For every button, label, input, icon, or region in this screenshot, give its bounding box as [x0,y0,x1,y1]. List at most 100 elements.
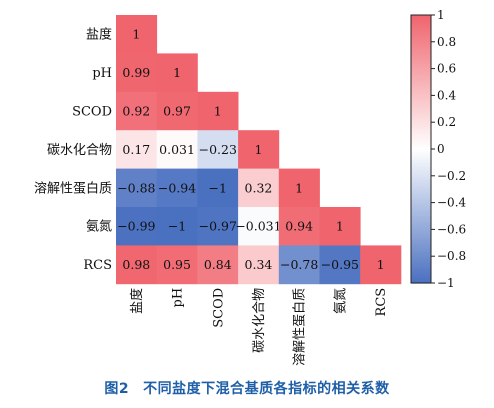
heatmap-cell [156,130,198,169]
colorbar-segment [411,95,431,99]
colorbar-segment [411,267,431,271]
colorbar-segment [411,93,431,96]
colorbar-segment [411,23,431,27]
row-label: 溶解性蛋白质 [34,180,112,196]
column-label: 溶解性蛋白质 [292,288,308,366]
column-label: RCS [374,288,389,317]
colorbar-segment [411,122,431,126]
heatmap-cell [238,130,280,169]
heatmap-cell [156,168,198,208]
colorbar-segment [411,166,431,170]
heatmap-cell [116,53,158,93]
heatmap-cell [116,245,158,285]
colorbar-segment [411,173,431,177]
cell-value-label: 0.92 [122,104,150,119]
colorbar-segment [411,260,431,264]
heatmap-cell [116,15,158,54]
heatmap-cell [319,207,361,246]
column-label: 氨氮 [333,288,348,314]
cell-value-label: 1 [377,257,385,272]
colorbar-segment [411,209,431,213]
cell-value-label: 1 [132,27,140,42]
colorbar-segment [411,117,431,121]
heatmap-cell [156,91,198,131]
heatmap-cell [238,168,280,208]
colorbar-segment [411,82,431,85]
colorbar-segment [411,126,431,130]
colorbar-segment [411,73,431,76]
row-label: RCS [83,258,112,273]
colorbar-segment [411,278,431,282]
colorbar-tick-label: −0.6 [437,222,466,236]
heatmap-cell [360,245,402,285]
column-labels: 盐度 pH SCOD 碳水化合物 溶解性蛋白质 氨氮 RCS [129,288,389,366]
caption-number: 图2 [104,381,130,397]
colorbar-segment [411,111,431,114]
colorbar-segment [411,162,431,166]
colorbar-segment [411,21,431,25]
colorbar-segment [411,106,431,110]
colorbar-segment [411,15,431,18]
colorbar-segment [411,128,431,132]
heatmap-cell [197,207,239,246]
cell-value-label: −0.78 [280,257,318,272]
colorbar-segment [411,108,431,112]
heatmap-cell [116,130,158,169]
colorbar-segment [411,30,431,34]
colorbar-tick-label: −0.4 [437,196,467,210]
column-label: 碳水化合物 [252,288,267,353]
cell-value-label: 0.031 [159,142,195,157]
colorbar-segment [411,265,431,268]
colorbar-segment [411,59,431,63]
heatmap-cell [278,245,320,285]
colorbar-segment [411,280,431,284]
cell-value-label: −1 [168,219,186,234]
colorbar-segment [411,233,431,237]
heatmap-cell [278,207,320,246]
cell-value-label: 1 [173,65,181,80]
colorbar-segment [411,17,431,21]
colorbar-segment [411,77,431,81]
colorbar-segment [411,86,431,90]
row-label: pH [92,66,112,81]
colorbar-segment [411,227,431,230]
cell-value-label: 0.98 [122,257,150,272]
colorbar-segment [411,115,431,119]
heatmap-cell [197,245,239,285]
cell-value-label: −0.95 [321,257,359,272]
colorbar-segment [411,104,431,108]
colorbar-segment [411,211,431,215]
colorbar-tick-label: 0.8 [437,35,456,49]
colorbar-segment [411,247,431,251]
colorbar-segment [411,256,431,260]
colorbar-segment [411,245,431,248]
colorbar-segment [411,66,431,70]
heatmap-cell [197,91,239,131]
colorbar-segment [411,276,431,280]
colorbar-segment [411,160,431,163]
colorbar-segment [411,189,431,193]
colorbar-segment [411,236,431,239]
row-label: SCOD [72,105,112,120]
cell-value-label: 1 [295,180,303,195]
cell-value-label: −0.23 [199,142,237,157]
colorbar-segment [411,274,431,277]
colorbar-segment [411,102,431,105]
cell-value-label: 0.94 [285,219,313,234]
colorbar-segment [411,32,431,36]
colorbar-segment [411,231,431,235]
row-label: 碳水化合物 [47,143,112,158]
heatmap-cell [278,168,320,208]
column-label: pH [171,288,186,308]
colorbar-segment [411,157,431,161]
colorbar-segment [411,48,431,52]
colorbar-segment [411,151,431,155]
cell-value-label: 0.97 [163,104,191,119]
heatmap-cell [156,53,198,93]
colorbar-segment [411,68,431,72]
colorbar-segment [411,64,431,67]
colorbar-segment [411,182,431,186]
colorbar-segment [411,213,431,217]
colorbar-segment [411,249,431,253]
